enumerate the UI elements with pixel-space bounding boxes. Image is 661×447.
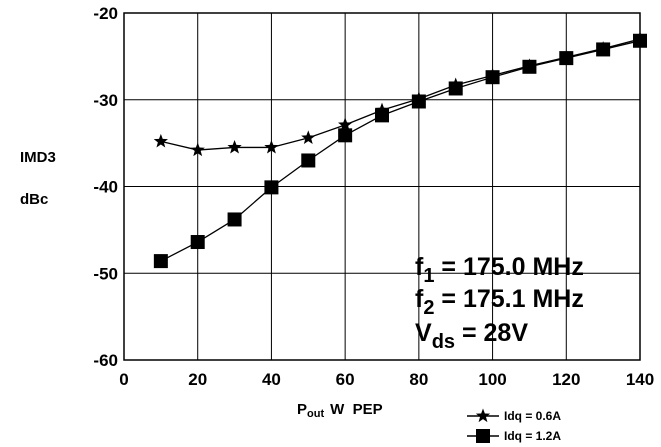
star-marker	[227, 139, 242, 154]
y-tick-label: -40	[93, 178, 118, 197]
x-tick-label: 120	[552, 370, 580, 389]
star-marker	[475, 408, 491, 423]
y-tick-label: -50	[93, 264, 118, 283]
x-tick-label: 0	[119, 370, 128, 389]
legend-label: Idq = 1.2A	[504, 429, 561, 443]
annotation-vds-rest: = 28V	[455, 319, 528, 347]
annotation-f1: f1 = 175.0 MHz	[415, 253, 584, 287]
square-marker	[301, 153, 316, 168]
legend-label: Idq = 0.6A	[504, 409, 561, 423]
annotation-f2-main: f	[415, 285, 424, 313]
square-marker	[448, 81, 463, 96]
star-marker	[264, 139, 279, 154]
x-tick-label: 40	[262, 370, 281, 389]
x-tick-label: 20	[188, 370, 207, 389]
x-axis-label-rest: W PEP	[330, 401, 383, 418]
annotation-f2-rest: = 175.1 MHz	[434, 285, 583, 313]
tick-labels: 0 20 40 60 80 100 120 140 -60 -50 -40 -30 -20	[93, 4, 654, 389]
star-marker	[301, 130, 316, 144]
x-axis-label: Pout W PEP	[297, 401, 383, 420]
y-tick-label: -60	[93, 351, 118, 370]
star-marker	[153, 133, 168, 148]
y-axis-label-line2: dBc	[20, 191, 48, 208]
square-marker	[559, 51, 574, 66]
star-marker	[338, 117, 353, 131]
annotation-vds-sub: ds	[432, 331, 455, 353]
square-marker	[153, 254, 168, 269]
annotation-f2-sub: 2	[423, 297, 434, 319]
x-axis-label-main: P	[297, 401, 307, 418]
square-marker	[227, 212, 242, 227]
annotation-f1-main: f	[415, 253, 424, 281]
annotation-vds-main: V	[415, 319, 432, 347]
square-marker	[633, 33, 647, 48]
square-marker	[264, 180, 279, 195]
y-tick-label: -20	[93, 4, 118, 23]
series-layer	[153, 31, 648, 269]
square-marker	[522, 59, 537, 74]
grid-lines	[124, 13, 640, 360]
annotation-f1-sub: 1	[423, 265, 434, 287]
square-marker	[190, 235, 205, 250]
legend: Idq = 0.6A Idq = 1.2A	[467, 408, 561, 443]
square-marker	[375, 108, 389, 123]
annotation-f2: f2 = 175.1 MHz	[415, 285, 584, 319]
square-marker	[411, 94, 426, 109]
plot-area	[123, 12, 641, 361]
square-marker	[338, 128, 353, 143]
annotation-f1-rest: = 175.0 MHz	[434, 253, 583, 281]
x-tick-label: 100	[478, 370, 506, 389]
x-tick-label: 60	[336, 370, 355, 389]
square-marker	[476, 429, 490, 443]
square-marker	[485, 70, 500, 85]
x-tick-label: 140	[626, 370, 654, 389]
square-marker	[596, 42, 611, 57]
y-axis-label-line1: IMD3	[20, 149, 56, 166]
annotation-vds: Vds = 28V	[415, 319, 528, 353]
x-tick-label: 80	[409, 370, 428, 389]
x-axis-label-sub: out	[307, 408, 324, 420]
y-tick-label: -30	[93, 91, 118, 110]
star-marker	[190, 142, 205, 157]
